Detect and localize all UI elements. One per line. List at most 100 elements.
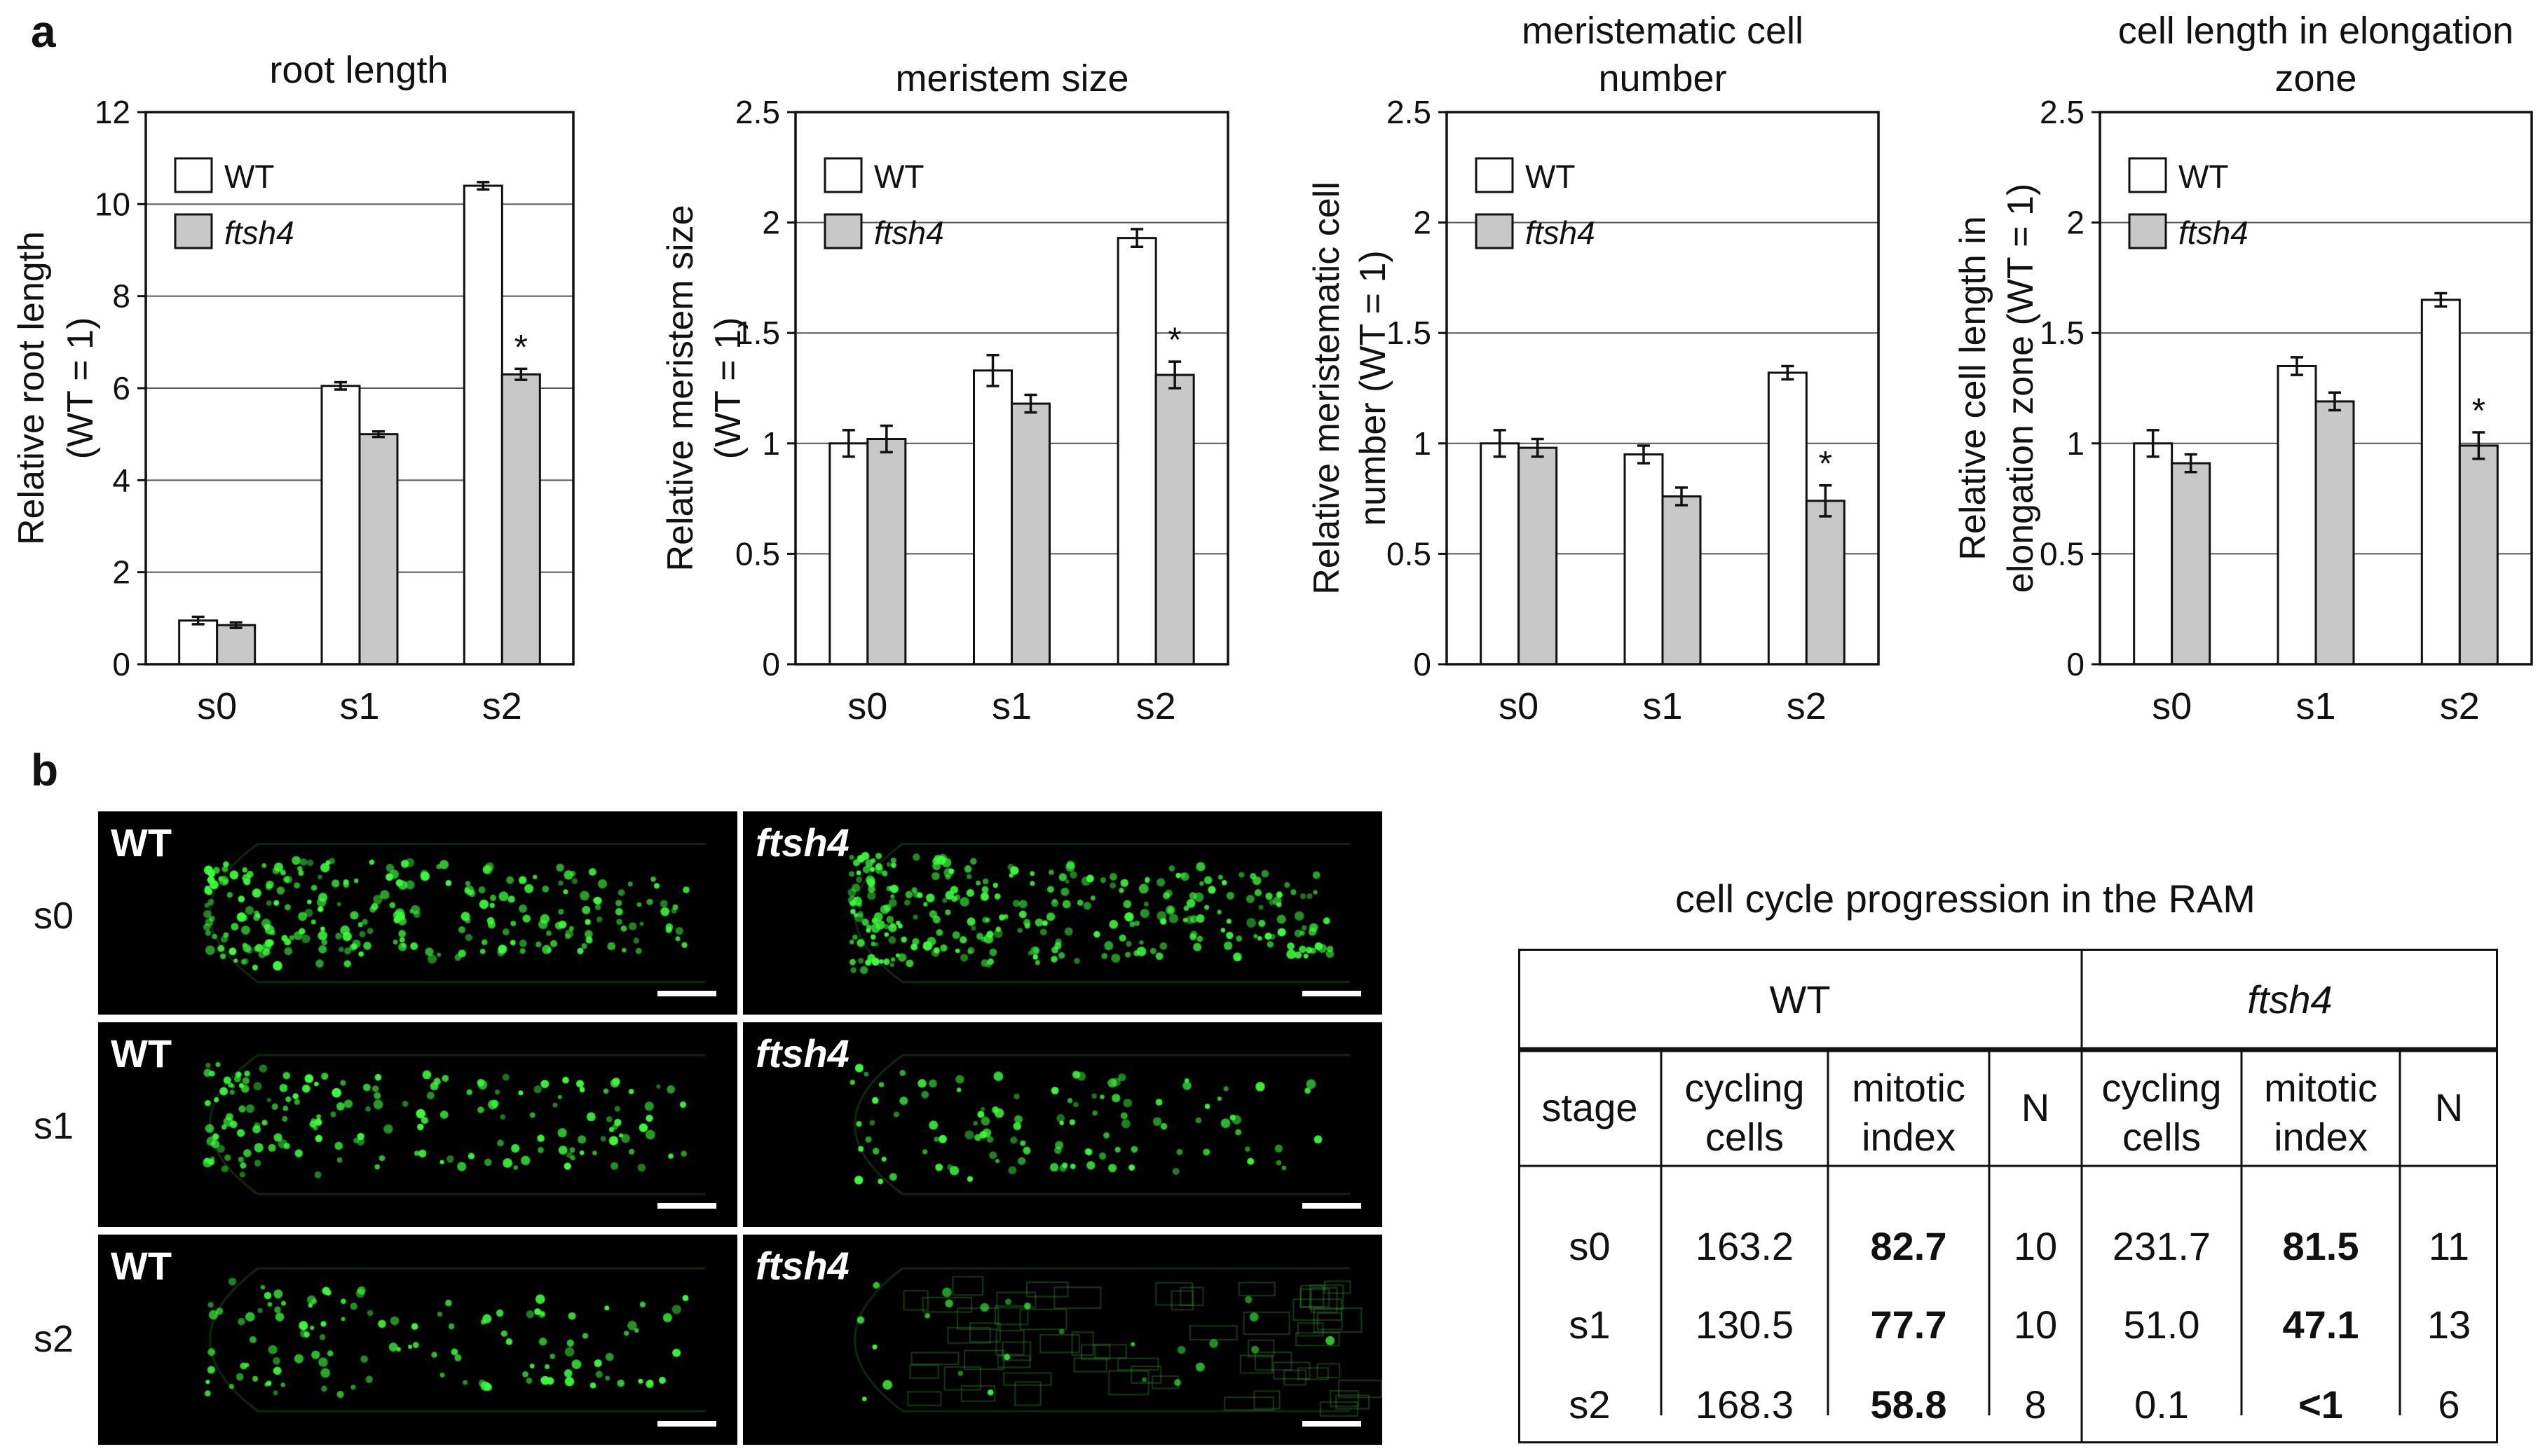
micrograph-ftsh4-s1: ftsh4 (743, 1022, 1382, 1227)
y-tick-label: 8 (112, 278, 130, 315)
table-header-cell: index (2274, 1115, 2368, 1159)
x-tick-label-s0: s0 (2152, 685, 2192, 727)
scale-bar (1302, 991, 1361, 996)
micrograph-row-label-s1: s1 (34, 1105, 74, 1147)
micrograph-label: WT (111, 820, 172, 865)
table-cell: 77.7 (1871, 1303, 1947, 1347)
table-cell: 163.2 (1695, 1224, 1794, 1268)
chart-title: meristem size (895, 57, 1128, 99)
legend-swatch-ftsh4 (174, 213, 213, 249)
y-tick-label: 1 (762, 425, 780, 462)
chart-title: meristematic cell (1522, 10, 1803, 52)
chart-title: root length (269, 49, 448, 91)
table-title: cell cycle progression in the RAM (1675, 877, 2256, 921)
bar-ftsh4-s0 (2171, 462, 2211, 666)
legend-swatch-ftsh4 (824, 213, 863, 249)
chart-title: cell length in elongation (2118, 10, 2513, 52)
table-cell: s0 (1569, 1224, 1610, 1268)
micrograph-image (98, 811, 737, 1015)
table-cell: 58.8 (1871, 1382, 1947, 1427)
table-header-cell: cycling (2101, 1066, 2221, 1110)
table-cell: 51.0 (2124, 1303, 2200, 1347)
legend-label-ftsh4: ftsh4 (1525, 214, 1595, 251)
y-tick-label: 2.5 (2040, 94, 2085, 130)
micrograph-label: ftsh4 (756, 820, 850, 865)
table-cell: 81.5 (2283, 1224, 2359, 1268)
y-tick-label: 0.5 (2040, 535, 2085, 572)
bar-wt-s2 (2420, 298, 2461, 666)
legend-swatch-ftsh4 (1475, 213, 1514, 249)
cell-cycle-table: WT ftsh4 stage cycling cells mitotic index N cyc… (1518, 949, 2498, 1443)
bar-ftsh4-s2 (500, 373, 541, 666)
legend-swatch-wt (174, 157, 213, 193)
chart-meristem-size: 0 0.5 1 1.5 2 2.5 s0 s1 * s2 WT ftsh4 meristem size R… (660, 57, 1229, 727)
panel-a-letter: a (31, 6, 56, 57)
bar-wt-s0 (178, 619, 219, 666)
micrograph-image (98, 1235, 737, 1445)
chart-meristematic-cell-number: 0 0.5 1 1.5 2 2.5 s0 s1 * s2 WT ftsh4 meristematic c… (1306, 10, 1880, 727)
table-cell: 8 (2024, 1382, 2046, 1427)
micrograph-wt-s0: WT (98, 811, 737, 1015)
chart-title: zone (2274, 57, 2356, 99)
table-cell: s2 (1569, 1382, 1610, 1427)
table-header-cell: N (2021, 1085, 2049, 1129)
significance-mark: * (514, 327, 528, 366)
y-tick-label: 10 (95, 186, 130, 222)
x-tick-label-s1: s1 (2295, 685, 2335, 727)
legend-swatch-wt (2128, 157, 2167, 193)
x-tick-label-s0: s0 (1499, 685, 1538, 727)
table-cell: 13 (2427, 1303, 2471, 1347)
y-tick-label: 0.5 (735, 535, 780, 572)
y-axis-label: number (WT = 1) (1353, 250, 1393, 526)
micrograph-ftsh4-s0: ftsh4 (743, 811, 1382, 1015)
table-group-ftsh4: ftsh4 (2247, 977, 2332, 1022)
table-header-cell: mitotic (2264, 1066, 2377, 1110)
legend-label-ftsh4: ftsh4 (224, 214, 294, 251)
legend-swatch-ftsh4 (2128, 213, 2167, 249)
table-header-cell: mitotic (1852, 1066, 1965, 1110)
y-axis-label: Relative root length (11, 231, 52, 545)
x-tick-label-s1: s1 (1642, 685, 1682, 727)
y-tick-label: 6 (112, 370, 130, 406)
table-cell: 231.7 (2113, 1224, 2211, 1268)
legend-label-wt: WT (2178, 158, 2229, 195)
table-border (1518, 949, 2498, 1443)
bar-wt-s1 (1623, 453, 1664, 666)
y-tick-label: 0 (112, 646, 130, 682)
panel-b-letter: b (31, 745, 59, 795)
micrograph-wt-s1: WT (98, 1022, 737, 1227)
scale-bar (657, 1203, 716, 1209)
micrograph-image (743, 1235, 1382, 1445)
table-cell: s1 (1569, 1303, 1610, 1347)
legend-label-wt: WT (874, 158, 924, 195)
chart-title: number (1598, 57, 1726, 99)
table-cell: 0.1 (2134, 1382, 2189, 1427)
micrograph-image (743, 1022, 1382, 1227)
x-tick-label-s2: s2 (2440, 685, 2480, 727)
bar-wt-s0 (1480, 442, 1520, 666)
micrograph-label: WT (111, 1244, 172, 1288)
y-tick-label: 2 (112, 554, 130, 591)
micrograph-image (743, 811, 1382, 1015)
table-cell: 47.1 (2283, 1303, 2359, 1347)
y-axis-label: (WT = 1) (60, 317, 101, 460)
significance-mark: * (1168, 320, 1181, 359)
plot-frame (2099, 111, 2533, 666)
x-tick-label-s2: s2 (1787, 685, 1827, 727)
scale-bar (1302, 1203, 1361, 1209)
plot-frame (144, 111, 575, 666)
table-header-cell: cells (2122, 1115, 2201, 1159)
table-header-cell: cycling (1684, 1066, 1804, 1110)
x-tick-label-s0: s0 (197, 685, 237, 727)
table-cell: 82.7 (1871, 1224, 1947, 1268)
plot-frame (1445, 111, 1880, 666)
y-tick-label: 0 (2066, 646, 2085, 682)
y-axis-label: Relative cell length in (1953, 216, 1993, 560)
table-cell: <1 (2298, 1382, 2343, 1427)
significance-mark: * (2472, 391, 2485, 430)
y-axis-label: (WT = 1) (708, 317, 749, 460)
y-tick-label: 1 (1413, 425, 1431, 462)
x-tick-label-s1: s1 (992, 685, 1032, 727)
chart-root-length: 0 2 4 6 8 10 12 s0 s1 * s2 WT ftsh4 root length Relati… (11, 49, 575, 727)
bar-ftsh4-s1 (2314, 400, 2355, 666)
